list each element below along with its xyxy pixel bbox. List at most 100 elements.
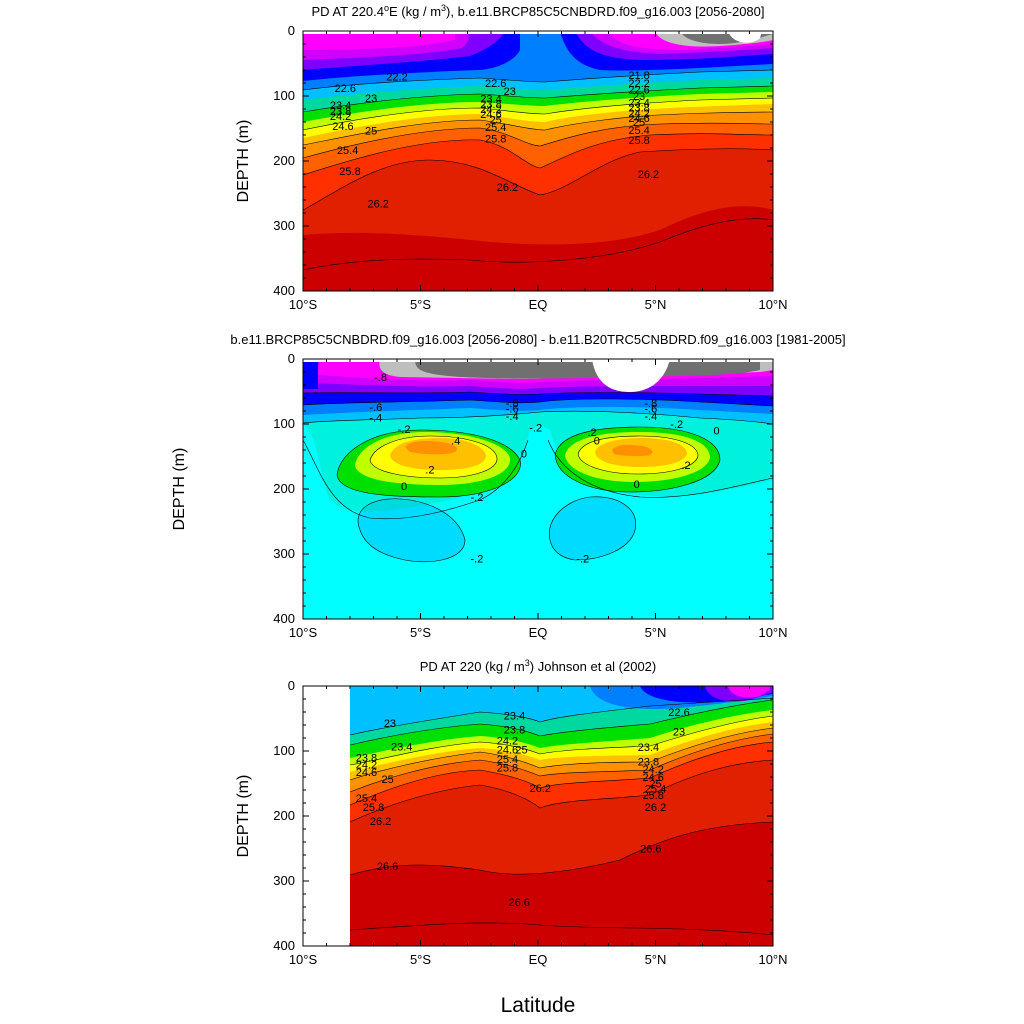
contour-label: 24.2 — [497, 736, 518, 748]
x-tick-label: EQ — [529, 625, 548, 640]
contour-label: 26.2 — [367, 198, 388, 210]
contour-label: 23.8 — [480, 99, 501, 111]
contour-label: 24.6 — [332, 121, 353, 133]
contour-label: 23.8 — [628, 103, 649, 115]
contour-label: -.2 — [576, 554, 589, 566]
panel-3-ylabel: DEPTH (m) — [235, 775, 252, 858]
contour-label: 25.4 — [645, 784, 666, 796]
contour-label: 23.4 — [638, 742, 659, 754]
contour-label: 25 — [381, 774, 393, 786]
panel-1: PD AT 220.4oE (kg / m3), b.e11.BRCP85C5C… — [235, 3, 788, 312]
contour-label: 25 — [649, 779, 661, 791]
y-tick-label: 200 — [273, 481, 295, 496]
contour-label: 23.8 — [638, 756, 659, 768]
contour-label: -.2 — [670, 419, 683, 431]
contour-label: 0 — [401, 481, 407, 493]
contour-label: 26.6 — [640, 844, 661, 856]
contour-label: 24.6 — [356, 767, 377, 779]
contour-label: .2 — [425, 465, 434, 477]
contour-label: 24.6 — [628, 113, 649, 125]
contour-label: 24.2 — [642, 764, 663, 776]
contour-label: 23 — [365, 93, 377, 105]
contour-label: 0 — [521, 448, 527, 460]
contour-label: -.2 — [470, 554, 483, 566]
contour-label: -.6 — [506, 403, 519, 415]
x-tick-label: 5°N — [645, 952, 667, 967]
contour-label: 0 — [714, 426, 720, 438]
contour-label: 22.6 — [335, 83, 356, 95]
x-tick-label: EQ — [529, 952, 548, 967]
y-tick-label: 400 — [273, 611, 295, 626]
contour-label: 25.4 — [356, 793, 377, 805]
panel-3-title: PD AT 220 (kg / m3) Johnson et al (2002) — [420, 658, 657, 674]
contour-label: 25.8 — [339, 166, 360, 178]
contour-label: 21.8 — [628, 70, 649, 82]
contour-label: 25 — [633, 117, 645, 129]
contour-label: 25.8 — [642, 790, 663, 802]
y-tick-label: 300 — [273, 873, 295, 888]
contour-label: .4 — [451, 435, 460, 447]
contour-label: 22.6 — [668, 707, 689, 719]
contour-label: 25.4 — [628, 125, 649, 137]
contour-label: 23 — [384, 718, 396, 730]
panel-2-title: b.e11.BRCP85C5CNBDRD.f09_g16.003 [2056-2… — [230, 332, 845, 347]
contour-label: 26.6 — [377, 861, 398, 873]
panel-1-title: PD AT 220.4oE (kg / m3), b.e11.BRCP85C5C… — [311, 3, 764, 19]
contour-label: -.4 — [644, 411, 657, 423]
contour-label: 26.2 — [370, 816, 391, 828]
panel-2-field — [303, 359, 773, 619]
y-tick-label: 100 — [273, 743, 295, 758]
x-tick-label: 10°N — [758, 297, 787, 312]
contour-label: 24.6 — [642, 772, 663, 784]
y-tick-label: 100 — [273, 88, 295, 103]
y-tick-label: 400 — [273, 283, 295, 298]
panel-2-ylabel: DEPTH (m) — [171, 448, 188, 531]
y-tick-label: 400 — [273, 938, 295, 953]
contour-label: 23 — [673, 727, 685, 739]
contour-label: -.4 — [369, 413, 382, 425]
contour-label: 25.8 — [628, 135, 649, 147]
contour-label: 24.2 — [330, 111, 351, 123]
contour-label: 25.8 — [363, 802, 384, 814]
y-tick-label: 200 — [273, 153, 295, 168]
contour-label: -.6 — [644, 403, 657, 415]
panel-1-contour-lines — [303, 69, 773, 271]
contour-label: 25 — [490, 114, 502, 126]
contour-label: 23.8 — [504, 725, 525, 737]
figure-xlabel: Latitude — [501, 994, 576, 1017]
panel-3-field — [303, 686, 773, 946]
contour-label: 24.2 — [356, 760, 377, 772]
contour-label: 26.2 — [645, 802, 666, 814]
contour-label: 26.2 — [530, 783, 551, 795]
contour-label: 23 — [633, 91, 645, 103]
contour-label: 25 — [515, 745, 527, 757]
contour-label: 23.8 — [330, 106, 351, 118]
y-tick-label: 300 — [273, 546, 295, 561]
x-tick-label: 10°S — [289, 952, 318, 967]
contour-label: -.2 — [529, 422, 542, 434]
contour-label: 25.8 — [497, 762, 518, 774]
contour-label: 22.2 — [386, 72, 407, 84]
contour-label: 24.6 — [497, 745, 518, 757]
panel-1-field — [303, 31, 773, 291]
x-tick-label: 10°N — [758, 952, 787, 967]
x-tick-label: 5°S — [410, 625, 431, 640]
y-tick-label: 200 — [273, 808, 295, 823]
panel-2-contour-lines — [303, 391, 773, 563]
x-tick-label: 10°S — [289, 625, 318, 640]
contour-label: 26.6 — [508, 897, 529, 909]
panel-1-ylabel: DEPTH (m) — [235, 120, 252, 203]
x-tick-label: 10°S — [289, 297, 318, 312]
x-tick-label: EQ — [529, 297, 548, 312]
contour-label: 25.8 — [485, 133, 506, 145]
contour-label: -.8 — [374, 372, 387, 384]
contour-label: 23 — [504, 86, 516, 98]
panel-3-axes: 10°S 5°S EQ 5°N 10°N 0 100 200 300 400 — [273, 678, 787, 967]
contour-label: -.4 — [506, 411, 519, 423]
y-tick-label: 100 — [273, 416, 295, 431]
contour-label: 0 — [634, 479, 640, 491]
contour-label: -.8 — [506, 398, 519, 410]
contour-label: 23.8 — [356, 753, 377, 765]
